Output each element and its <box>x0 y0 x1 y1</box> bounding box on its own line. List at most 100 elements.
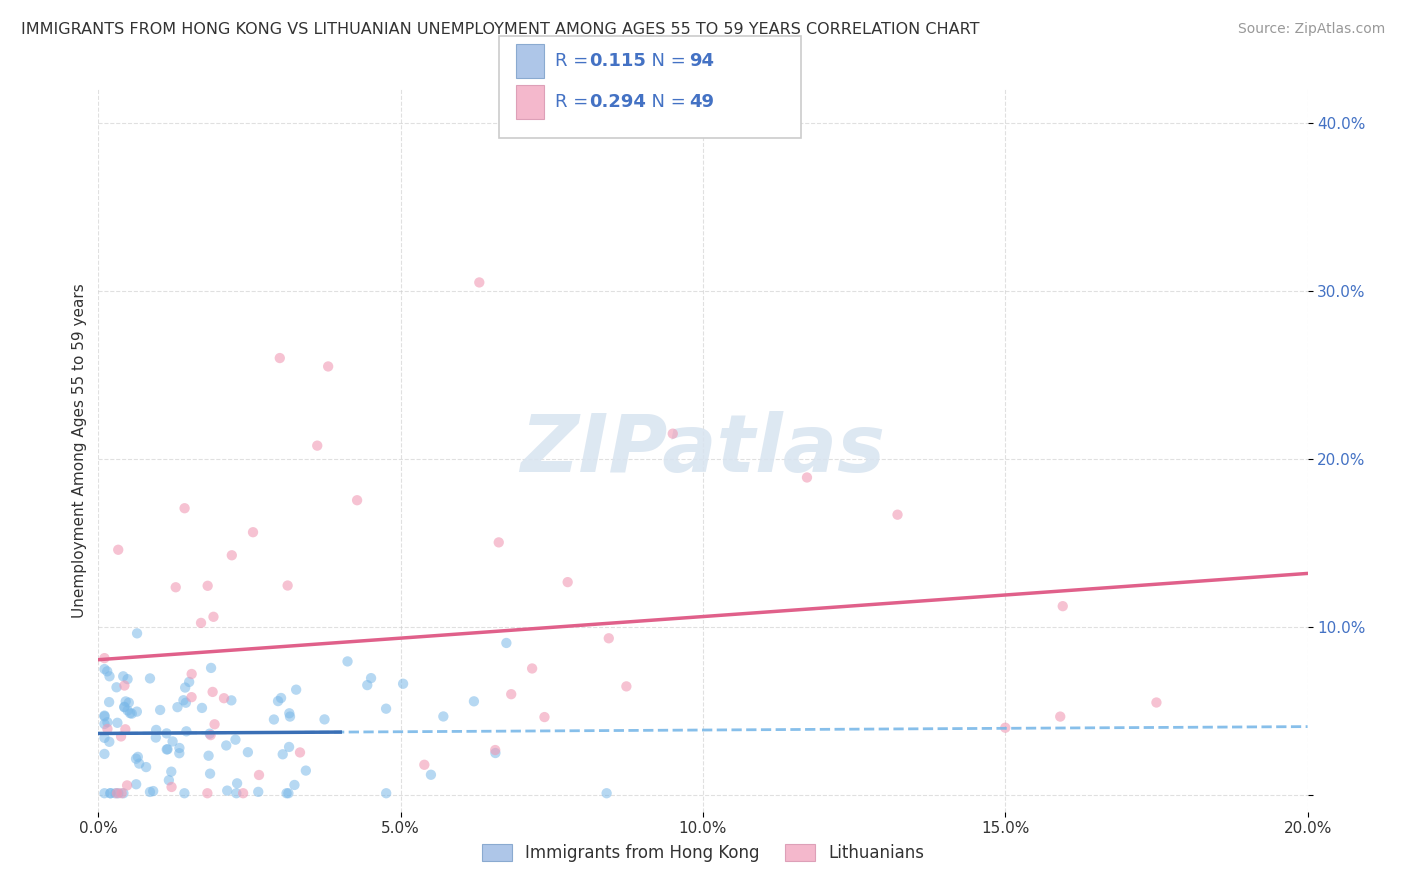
Point <box>1052 599 1074 614</box>
Point <box>247 768 270 782</box>
Point <box>520 661 543 675</box>
Point <box>155 726 177 740</box>
Point <box>200 661 222 675</box>
Point <box>242 525 264 540</box>
Point <box>125 777 148 791</box>
Point <box>96 715 118 730</box>
Point <box>356 678 378 692</box>
Point <box>173 501 195 516</box>
Point <box>160 780 183 794</box>
Point <box>125 626 148 640</box>
Point <box>201 685 224 699</box>
Point <box>114 694 136 708</box>
Point <box>277 578 299 592</box>
Point <box>93 786 115 800</box>
Point <box>796 470 818 484</box>
Point <box>157 773 180 788</box>
Point <box>145 731 167 745</box>
Point <box>100 786 122 800</box>
Point <box>267 694 290 708</box>
Point <box>212 691 235 706</box>
Point <box>247 785 270 799</box>
Text: 0.115: 0.115 <box>589 52 645 70</box>
Point <box>217 783 239 797</box>
Text: 0.294: 0.294 <box>589 93 645 111</box>
Point <box>121 706 143 721</box>
Text: N =: N = <box>640 52 692 70</box>
Point <box>432 709 454 723</box>
Point <box>484 746 506 760</box>
Point <box>139 785 162 799</box>
Point <box>484 743 506 757</box>
Point <box>98 735 121 749</box>
Text: R =: R = <box>555 93 595 111</box>
Point <box>1049 709 1071 723</box>
Point <box>661 426 683 441</box>
Point <box>263 713 285 727</box>
Text: Source: ZipAtlas.com: Source: ZipAtlas.com <box>1237 22 1385 37</box>
Point <box>270 691 292 706</box>
Point <box>236 745 259 759</box>
Point <box>278 706 301 721</box>
Point <box>139 672 162 686</box>
Point <box>278 739 301 754</box>
Point <box>285 682 308 697</box>
Point <box>336 654 359 668</box>
Point <box>96 665 118 679</box>
Point <box>375 701 398 715</box>
Point <box>557 575 579 590</box>
Point <box>360 671 382 685</box>
Point <box>595 786 617 800</box>
Point <box>93 708 115 723</box>
Point <box>160 764 183 779</box>
Point <box>120 706 142 721</box>
Point <box>179 675 201 690</box>
Point <box>98 786 121 800</box>
Point <box>392 677 415 691</box>
Point <box>156 742 179 756</box>
Point <box>495 636 517 650</box>
Point <box>307 439 329 453</box>
Point <box>93 747 115 761</box>
Point <box>93 651 115 665</box>
Point <box>93 731 115 745</box>
Point <box>269 351 291 365</box>
Point <box>117 672 139 686</box>
Point <box>93 709 115 723</box>
Point <box>468 276 491 290</box>
Point <box>225 786 247 800</box>
Text: 49: 49 <box>689 93 714 111</box>
Point <box>197 786 219 800</box>
Point <box>169 741 191 756</box>
Point <box>93 662 115 676</box>
Point <box>114 723 136 737</box>
Point <box>180 690 202 705</box>
Point <box>197 579 219 593</box>
Point <box>142 784 165 798</box>
Point <box>232 786 254 800</box>
Point <box>174 696 197 710</box>
Point <box>149 703 172 717</box>
Point <box>886 508 908 522</box>
Point <box>288 746 311 760</box>
Point <box>105 786 128 800</box>
Point <box>111 786 134 800</box>
Point <box>98 695 121 709</box>
Text: N =: N = <box>640 93 692 111</box>
Point <box>98 669 121 683</box>
Point <box>224 732 246 747</box>
Point <box>191 701 214 715</box>
Point <box>277 786 299 800</box>
Point <box>375 786 398 800</box>
Point <box>173 786 195 800</box>
Point <box>112 699 135 714</box>
Point <box>200 728 222 742</box>
Text: ZIPatlas: ZIPatlas <box>520 411 886 490</box>
Point <box>346 493 368 508</box>
Point <box>198 766 221 780</box>
Point <box>994 721 1017 735</box>
Point <box>162 734 184 748</box>
Point <box>128 756 150 771</box>
Point <box>114 679 136 693</box>
Point <box>1144 696 1167 710</box>
